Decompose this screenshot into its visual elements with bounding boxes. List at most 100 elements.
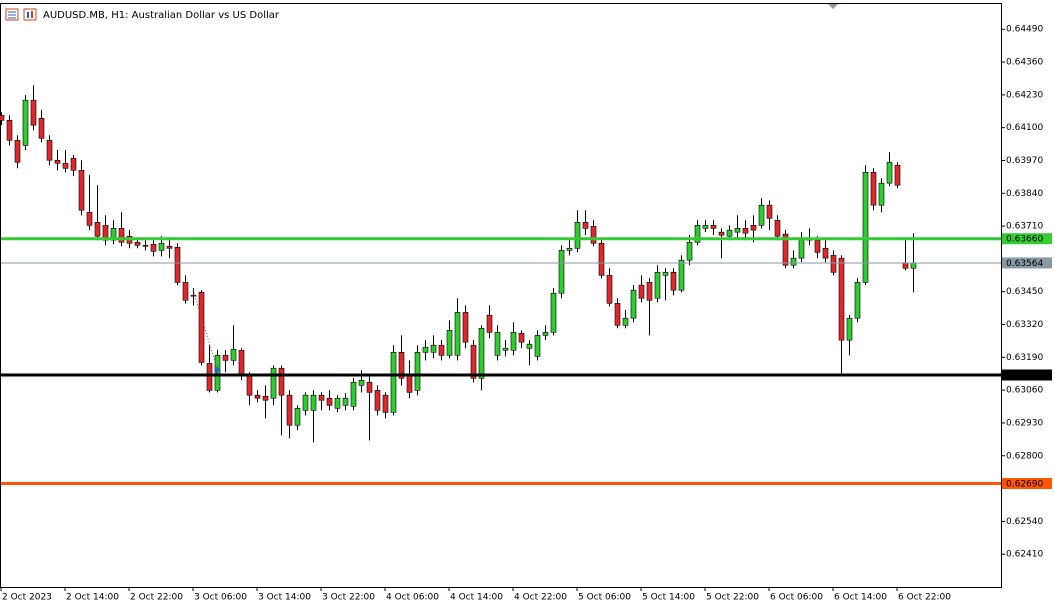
shift-marker[interactable]	[828, 4, 838, 9]
candle-body	[534, 335, 541, 357]
candle-body	[398, 351, 405, 379]
y-tick-label: 0.62410	[1006, 550, 1043, 560]
candle-body	[574, 222, 581, 249]
candle-body	[142, 244, 149, 247]
candle-body	[446, 330, 453, 356]
candle-body	[454, 312, 461, 356]
candle-body	[478, 328, 485, 379]
candle-body	[686, 241, 693, 261]
candle-body	[22, 99, 29, 146]
candle-body	[694, 225, 701, 243]
candle-body	[206, 363, 213, 391]
candle-body	[510, 332, 517, 351]
trade-arrow[interactable]	[214, 366, 220, 371]
candle-body	[302, 394, 309, 411]
candle-body	[438, 344, 445, 356]
level-label-box	[1002, 233, 1052, 245]
candle-body	[822, 248, 829, 259]
candle-body	[110, 228, 117, 241]
candle-body	[158, 242, 165, 251]
candle-body	[502, 347, 509, 351]
x-tick-label: 2 Oct 22:00	[130, 593, 183, 603]
y-tick-label: 0.64360	[1006, 58, 1043, 68]
candle-body	[166, 245, 173, 249]
y-tick-label: 0.63710	[1006, 222, 1043, 232]
candle-body	[190, 294, 197, 297]
x-tick-label: 6 Oct 14:00	[834, 593, 887, 603]
candle-body	[494, 332, 501, 356]
candle-body	[782, 233, 789, 266]
level-label: 0.62690	[1006, 480, 1043, 490]
candle-body	[670, 271, 677, 291]
candle-body	[222, 355, 229, 361]
candle-body	[766, 204, 773, 219]
candle-body	[910, 262, 917, 269]
candle-body	[86, 211, 93, 226]
candle-body	[486, 314, 493, 333]
level-label: 0.63660	[1006, 235, 1043, 245]
candle-body	[30, 99, 37, 126]
candle-body	[310, 394, 317, 411]
x-tick-label: 4 Oct 22:00	[514, 593, 567, 603]
candle-body	[734, 228, 741, 233]
candle-body	[6, 120, 13, 141]
candle-body	[198, 291, 205, 363]
trade-markers	[192, 289, 220, 375]
candle-body	[150, 243, 157, 252]
candle-body	[334, 397, 341, 409]
candle-body	[94, 222, 101, 237]
candle-body	[342, 397, 349, 406]
candle-body	[646, 282, 653, 301]
candle-body	[54, 159, 61, 164]
candle-body	[14, 139, 21, 163]
candle-body	[70, 157, 77, 171]
title-icons	[5, 8, 37, 21]
candle-body	[390, 351, 397, 413]
level-label: 0.63120	[1006, 371, 1043, 381]
level-label-box	[1002, 257, 1052, 269]
x-tick-label: 2 Oct 2023	[2, 593, 52, 603]
candle-body	[590, 226, 597, 244]
candle-body	[182, 282, 189, 301]
candle-body	[630, 289, 637, 319]
candle-body	[558, 250, 565, 294]
candle-body	[430, 344, 437, 353]
candle-body	[78, 170, 85, 211]
candle-body	[382, 394, 389, 413]
candle-body	[470, 344, 477, 379]
x-tick-label: 6 Oct 06:00	[770, 593, 823, 603]
candle-body	[774, 219, 781, 237]
candle-body	[358, 379, 365, 386]
y-tick-label: 0.63970	[1006, 156, 1043, 166]
candle-body	[518, 333, 525, 343]
level-label: 0.63564	[1006, 259, 1043, 269]
y-tick-label: 0.63320	[1006, 320, 1043, 330]
candle-body	[622, 317, 629, 326]
candle-body	[550, 292, 557, 333]
icon-objects[interactable]	[23, 8, 37, 21]
candle-body	[742, 228, 749, 234]
y-tick-label: 0.64230	[1006, 90, 1043, 100]
candle-body	[878, 182, 885, 206]
candle-body	[366, 382, 373, 393]
candle-body	[46, 139, 53, 161]
candle-body	[254, 394, 261, 399]
x-tick-label: 4 Oct 14:00	[450, 593, 503, 603]
x-tick-label: 5 Oct 06:00	[578, 593, 631, 603]
candle-body	[846, 317, 853, 341]
candle-body	[270, 367, 277, 399]
candle-body	[462, 312, 469, 343]
candle-body	[894, 164, 901, 186]
candle-body	[230, 348, 237, 361]
candle-body	[614, 303, 621, 326]
candle-body	[710, 225, 717, 229]
candle-body	[662, 271, 669, 276]
level-label-box	[1002, 369, 1052, 381]
candle-body	[758, 204, 765, 226]
icon-bar	[27, 12, 29, 18]
candle-body	[118, 228, 125, 243]
x-tick-label: 5 Oct 14:00	[642, 593, 695, 603]
